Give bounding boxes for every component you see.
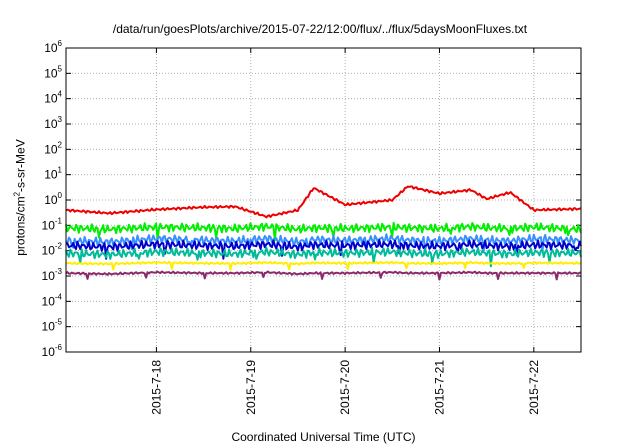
series-line [65,185,582,219]
y-axis-label-post: -s-sr-MeV [13,139,28,192]
plot-frame [65,47,582,353]
y-axis-label-pre: protons/cm [13,196,28,256]
y-tick-label: 102 [44,140,62,156]
y-tick-label: 10-2 [42,242,63,258]
y-tick-label: 10-5 [42,318,63,334]
y-axis-label: protons/cm2-s-sr-MeV [13,83,28,313]
y-tick-label: 10-6 [42,343,63,359]
series-line [65,260,582,271]
y-tick-label: 100 [44,191,62,207]
x-tick-label: 2015-7-20 [338,360,352,415]
x-axis-label: Coordinated Universal Time (UTC) [231,430,416,444]
y-axis-label-sup: 2 [12,191,22,197]
x-tick-label: 2015-7-22 [527,360,541,415]
y-tick-label: 101 [44,166,62,182]
x-tick-label: 2015-7-19 [244,360,258,415]
y-tick-label: 10-4 [42,292,63,308]
x-tick-label: 2015-7-18 [149,360,163,415]
series-line [65,233,582,253]
series-line [65,221,582,242]
x-tick-label: 2015-7-21 [432,360,446,415]
y-tick-label: 105 [44,64,62,80]
y-tick-label: 106 [44,39,62,55]
chart-title: /data/run/goesPlots/archive/2015-07-22/1… [112,22,528,36]
series-line [65,246,582,268]
series-line [65,239,582,260]
y-tick-label: 104 [44,90,62,106]
y-tick-label: 10-3 [42,267,63,283]
y-tick-label: 103 [44,115,62,131]
series-line [65,270,582,281]
y-tick-label: 10-1 [42,216,63,232]
